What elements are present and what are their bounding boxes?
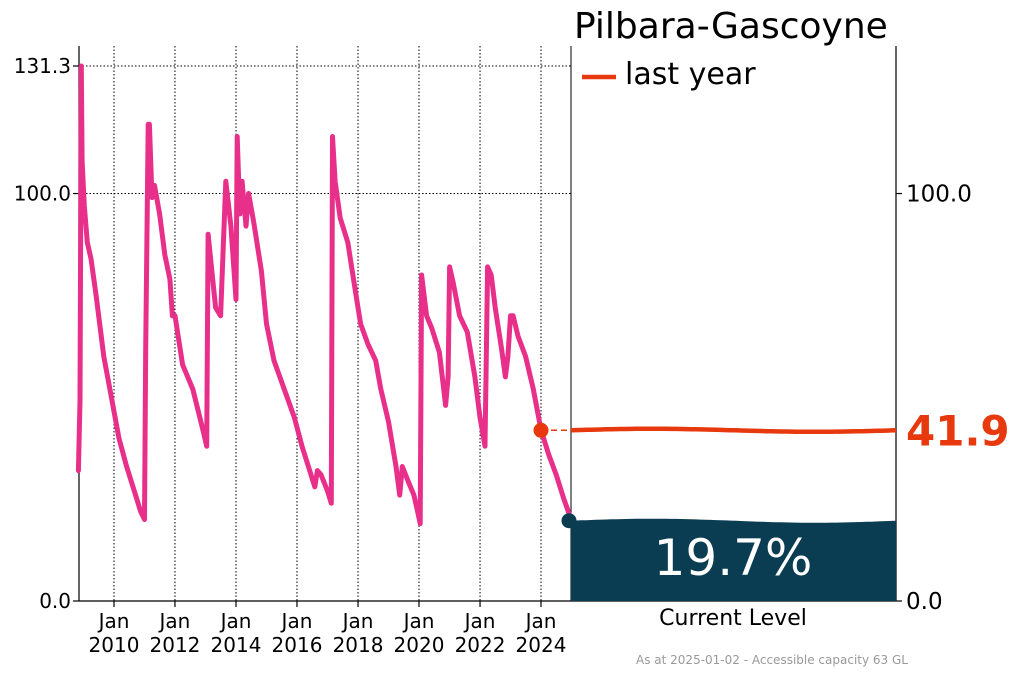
current-level-caption: Current Level bbox=[659, 606, 807, 631]
x-tick-year: 2022 bbox=[455, 633, 506, 657]
x-tick-month: Jan bbox=[97, 609, 130, 633]
x-tick-month: Jan bbox=[463, 609, 496, 633]
series-line-storage bbox=[75, 63, 575, 527]
x-tick-month: Jan bbox=[341, 609, 374, 633]
y-tick-label: 0.0 bbox=[39, 589, 71, 613]
chart-title: Pilbara-Gascoyne bbox=[574, 6, 888, 47]
x-tick-month: Jan bbox=[524, 609, 557, 633]
gridlines bbox=[79, 46, 571, 601]
x-tick-year: 2012 bbox=[150, 633, 201, 657]
x-tick-month: Jan bbox=[219, 609, 252, 633]
last-year-marker bbox=[533, 422, 549, 438]
right-tick-label: 0.0 bbox=[906, 589, 943, 615]
right-tick-label: 100.0 bbox=[906, 182, 972, 208]
x-tick-year: 2010 bbox=[89, 633, 140, 657]
x-ticks: Jan2010Jan2012Jan2014Jan2016Jan2018Jan20… bbox=[89, 601, 567, 657]
last-year-value: 41.9 bbox=[906, 406, 1010, 455]
y-ticks: 0.0 100.0 131.3 0.0 100.0 bbox=[14, 54, 972, 615]
legend-label: last year bbox=[625, 57, 756, 92]
y-tick-label: 100.0 bbox=[14, 182, 71, 206]
last-year-line bbox=[570, 426, 897, 435]
current-level-value: 19.7% bbox=[654, 529, 813, 587]
x-tick-year: 2016 bbox=[272, 633, 323, 657]
current-level-fill bbox=[571, 518, 896, 601]
x-tick-year: 2020 bbox=[394, 633, 445, 657]
footer-note: As at 2025-01-02 - Accessible capacity 6… bbox=[636, 653, 908, 667]
x-tick-year: 2014 bbox=[211, 633, 262, 657]
x-tick-month: Jan bbox=[402, 609, 435, 633]
x-tick-month: Jan bbox=[158, 609, 191, 633]
x-tick-year: 2024 bbox=[516, 633, 567, 657]
x-tick-year: 2018 bbox=[333, 633, 384, 657]
x-tick-month: Jan bbox=[280, 609, 313, 633]
y-tick-label: 131.3 bbox=[14, 54, 71, 78]
current-level-marker bbox=[561, 513, 577, 529]
